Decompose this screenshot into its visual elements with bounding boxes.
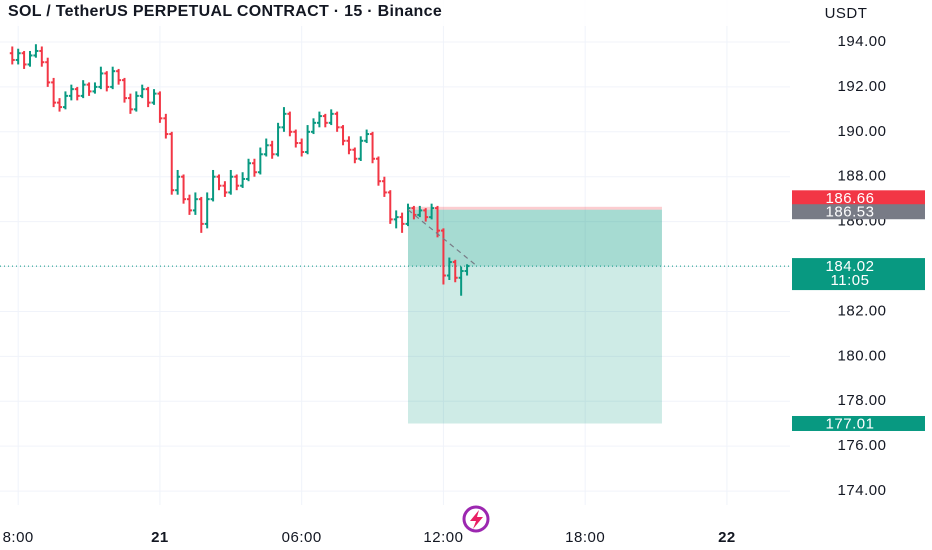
x-tick-label: 12:00 (423, 529, 463, 546)
last-price-tag-bg (792, 258, 925, 291)
target-zone (407, 209, 662, 424)
x-tick-label: 21 (151, 529, 169, 546)
entry-price-tag-bg (792, 204, 925, 220)
entry-price-tag: 186.53 (826, 204, 875, 221)
target-price-tag-bg (792, 415, 925, 431)
stop-zone (407, 206, 662, 210)
x-tick-label: 18:00 (565, 529, 605, 546)
y-tick-label: 192.00 (838, 78, 887, 95)
y-tick-label: 174.00 (838, 482, 887, 499)
y-tick-label: 194.00 (838, 33, 887, 50)
target-price-tag: 177.01 (826, 415, 875, 432)
y-tick-label: 180.00 (838, 347, 887, 364)
plot-area (0, 0, 790, 505)
title-backdrop (0, 0, 780, 26)
x-tick-label: 06:00 (282, 529, 322, 546)
y-tick-label: 176.00 (838, 437, 887, 454)
countdown: 11:05 (831, 272, 870, 289)
position-connector (407, 209, 478, 267)
y-tick-label: 182.00 (838, 302, 887, 319)
stop-price-tag: 186.66 (826, 190, 875, 207)
chart-title: SOL / TetherUS PERPETUAL CONTRACT · 15 ·… (8, 3, 442, 20)
last-price-tag: 184.02 (826, 258, 875, 275)
x-tick-label: 8:00 (3, 529, 34, 546)
currency-label: USDT (825, 5, 868, 22)
y-tick-label: 190.00 (838, 123, 887, 140)
y-tick-label: 188.00 (838, 168, 887, 185)
stop-price-tag-bg (792, 190, 925, 206)
logo (462, 505, 490, 533)
x-tick-label: 22 (718, 529, 736, 546)
y-tick-label: 178.00 (838, 392, 887, 409)
open-profit-zone (407, 209, 662, 267)
